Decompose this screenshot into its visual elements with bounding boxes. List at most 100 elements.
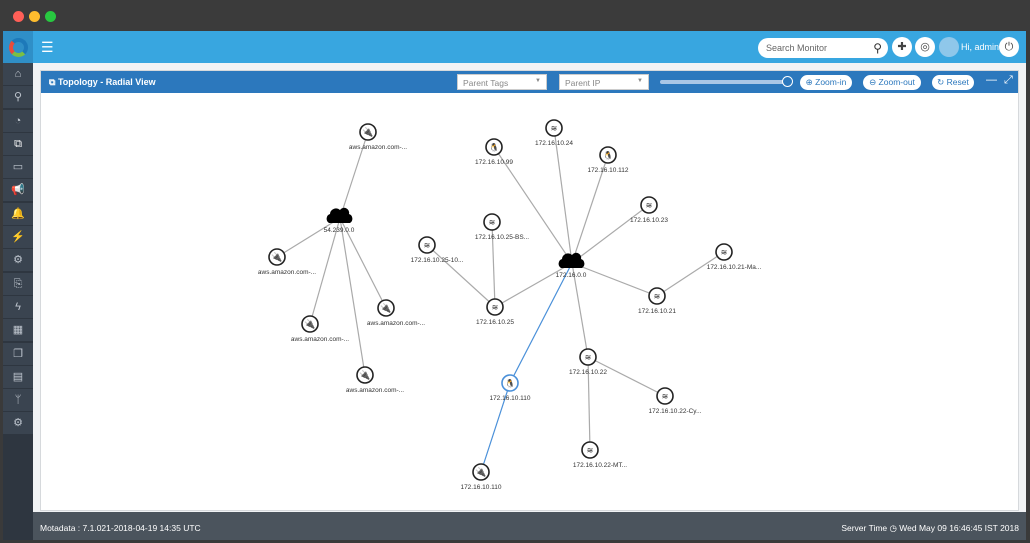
dashboard-icon: ◔ [14, 114, 22, 127]
bell-icon: 🔔 [11, 207, 25, 220]
node-label: 172.16.10.22-MT... [573, 462, 627, 469]
zoom-slider-handle[interactable] [782, 76, 793, 87]
search-icon: ⚲ [13, 91, 23, 104]
node-server[interactable]: ≋ 172.16.10.22-MT... [573, 441, 627, 469]
home-icon: ⌂ [14, 68, 22, 80]
edge [491, 221, 496, 308]
node-label: 54.239.0.0 [324, 227, 355, 234]
node-server[interactable]: ≋ 172.16.10.23 [630, 196, 668, 224]
node-server[interactable]: ≋ 172.16.10.22 [569, 348, 607, 376]
close-window-button[interactable] [13, 11, 24, 22]
sidebar-item-settings[interactable]: ⚙ [3, 412, 33, 435]
edge [509, 262, 573, 384]
node-ring [640, 196, 658, 214]
node-plug[interactable]: 🔌 aws.amazon.com-... [349, 123, 407, 151]
power-icon[interactable]: ⏻ [999, 37, 1019, 57]
sidebar-item-plug[interactable]: ⚡ [3, 226, 33, 249]
node-cloud[interactable]: 172.16.0.0 [556, 252, 587, 279]
node-plug[interactable]: 🔌 aws.amazon.com-... [258, 248, 316, 276]
edge [480, 382, 511, 473]
node-server[interactable]: ≋ 172.16.10.25 [476, 298, 514, 326]
node-plug[interactable]: 🔌 aws.amazon.com-... [291, 315, 349, 343]
node-label: aws.amazon.com-... [291, 336, 349, 343]
panel-header: ⧉ Topology - Radial View Parent Tags ▼ Pa… [41, 71, 1018, 93]
expand-icon[interactable]: ⤢ [1004, 74, 1013, 86]
node-server[interactable]: ≋ 172.16.10.24 [535, 119, 573, 147]
node-linux[interactable]: 🐧 172.16.10.112 [587, 146, 629, 174]
document-icon: ▤ [12, 370, 24, 383]
gears-icon: ⚙ [13, 254, 23, 267]
sidebar-item-monitor[interactable]: ▭ [3, 156, 33, 179]
plug-icon: ⚡ [11, 231, 25, 244]
node-label: 172.16.10.110 [489, 395, 530, 402]
zoom-out-label: Zoom-out [878, 77, 915, 87]
maximize-window-button[interactable] [45, 11, 56, 22]
sidebar-item-document[interactable]: ▤ [3, 365, 33, 388]
sidebar-item-home[interactable]: ⌂ [3, 63, 33, 85]
parent-tags-label: Parent Tags [463, 78, 509, 88]
medkit-icon[interactable]: ✚ [892, 37, 912, 57]
node-ring [579, 348, 597, 366]
zoom-in-button[interactable]: ⊕ Zoom-in [800, 75, 852, 90]
node-cloud[interactable]: 54.239.0.0 [324, 207, 355, 234]
node-plug[interactable]: 🔌 aws.amazon.com-... [346, 366, 404, 394]
user-greeting[interactable]: Hi, admin [961, 42, 1000, 52]
branch-icon: ᛘ [14, 394, 22, 407]
chevron-down-icon: ▼ [637, 78, 643, 84]
parent-tags-select[interactable]: Parent Tags ▼ [457, 74, 547, 90]
sidebar-item-code-file[interactable]: ⎘ [3, 272, 33, 295]
sidebar-item-megaphone[interactable]: 📢 [3, 179, 33, 202]
parent-ip-select[interactable]: Parent IP ▼ [559, 74, 649, 90]
node-server[interactable]: ≋ 172.16.10.22-Cy... [649, 387, 702, 415]
node-server[interactable]: ≋ 172.16.10.25-10... [411, 236, 464, 264]
server-icon: ≋ [424, 241, 431, 250]
edge [587, 356, 666, 397]
minimize-panel-icon[interactable]: — [986, 74, 997, 86]
node-linux[interactable]: 🐧 172.16.10.99 [475, 138, 513, 166]
sidebar-item-topology[interactable]: ⧉ [3, 132, 33, 155]
support-icon[interactable]: ◎ [915, 37, 935, 57]
avatar[interactable] [939, 37, 959, 57]
node-ring [483, 213, 501, 231]
plug-icon: 🔌 [380, 302, 391, 314]
node-linux[interactable]: 🐧 172.16.10.110 [489, 374, 531, 402]
panel-title: ⧉ Topology - Radial View [49, 77, 156, 88]
edge [309, 217, 341, 325]
node-server[interactable]: ≋ 172.16.10.21-Ma... [707, 243, 762, 271]
app: ☰ Search Monitor ⚲ ✚ ◎ Hi, admin ⏻ ⌂ ⚲ ◔ ⧉ ▭ 📢… [3, 31, 1026, 540]
node-plug[interactable]: 🔌 aws.amazon.com-... [367, 299, 425, 327]
chevron-down-icon: ▼ [535, 78, 541, 84]
search-input[interactable]: Search Monitor ⚲ [758, 38, 888, 58]
sidebar-item-bolt[interactable]: ϟ [3, 295, 33, 318]
node-ring [472, 463, 490, 481]
minimize-window-button[interactable] [29, 11, 40, 22]
sidebar-item-gears[interactable]: ⚙ [3, 249, 33, 272]
node-plug[interactable]: 🔌 172.16.10.110 [460, 463, 502, 491]
node-server[interactable]: ≋ 172.16.10.25-BS... [475, 213, 529, 241]
panel-title-text: Topology - Radial View [57, 77, 156, 87]
sidebar-item-branch[interactable]: ᛘ [3, 389, 33, 412]
server-icon: ≋ [587, 446, 594, 455]
reset-button[interactable]: ↻ Reset [932, 75, 974, 90]
sidebar-item-search[interactable]: ⚲ [3, 86, 33, 109]
edge [553, 127, 573, 264]
node-server[interactable]: ≋ 172.16.10.21 [638, 287, 676, 315]
zoom-slider[interactable] [660, 80, 785, 84]
search-icon[interactable]: ⚲ [873, 41, 882, 55]
edge [587, 356, 591, 451]
node-label: aws.amazon.com-... [367, 320, 425, 327]
zoom-out-button[interactable]: ⊖ Zoom-out [863, 75, 921, 90]
reset-label: Reset [946, 77, 969, 87]
edge [571, 154, 609, 264]
node-label: 172.16.10.99 [475, 159, 513, 166]
sidebar-item-calendar[interactable]: ▦ [3, 319, 33, 342]
hamburger-icon[interactable]: ☰ [41, 39, 54, 55]
zoom-in-label: Zoom-in [815, 77, 847, 87]
sidebar-item-bell[interactable]: 🔔 [3, 202, 33, 225]
plug-icon: 🔌 [359, 369, 370, 381]
logo[interactable] [3, 31, 33, 63]
sidebar-item-copy[interactable]: ❐ [3, 342, 33, 365]
sidebar-item-dashboard[interactable]: ◔ [3, 109, 33, 132]
node-label: 172.16.10.21-Ma... [707, 264, 762, 271]
